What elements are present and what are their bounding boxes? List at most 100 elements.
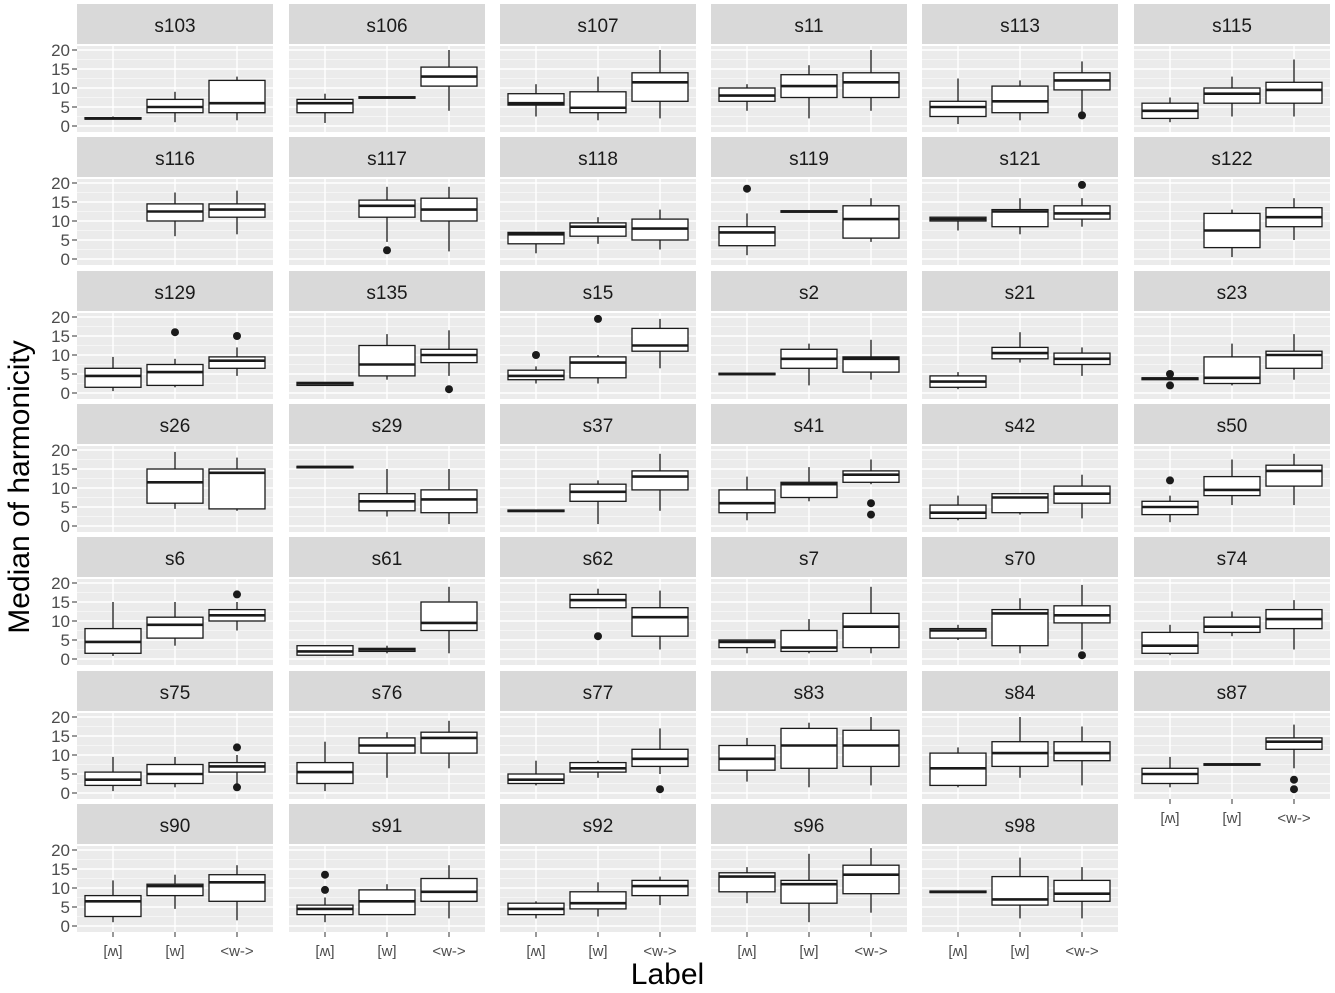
facet-panel-s21: s21: [922, 271, 1118, 399]
boxplot-[w]: [780, 65, 838, 119]
boxplot-[w]: [1203, 76, 1261, 117]
outlier-point: [321, 885, 329, 894]
boxplot-[w]: [1203, 763, 1261, 766]
boxplot-<w->: [1053, 61, 1111, 120]
facet-label: s11: [794, 16, 823, 37]
facet-strip: [711, 404, 907, 444]
boxplot-[ʍ]: [929, 216, 987, 231]
boxplot-[w]: [358, 884, 416, 916]
facet-panel-s42: s42: [922, 404, 1118, 532]
x-tick-label: <w->: [854, 943, 888, 960]
boxplot-[w]: [991, 198, 1049, 235]
y-tick-label: 15: [51, 327, 70, 346]
boxplot-[w]: [146, 756, 204, 788]
boxplot-[ʍ]: [507, 84, 565, 117]
y-tick-label: 20: [51, 708, 70, 727]
outlier-point: [532, 351, 540, 359]
boxplot-<w->: [1265, 600, 1323, 650]
y-tick-label: 10: [51, 479, 70, 498]
facet-label: s92: [583, 816, 614, 837]
facet-strip: [1134, 271, 1330, 311]
facet-panel-s107: s107: [500, 4, 696, 132]
y-tick-label: 20: [51, 841, 70, 860]
facet-strip: [1134, 4, 1330, 44]
boxplot-<w->: [1053, 584, 1111, 660]
facet-label: s61: [372, 549, 403, 570]
facet-label: s76: [372, 683, 403, 704]
y-tick-label: 5: [61, 231, 70, 250]
outlier-point: [171, 328, 179, 337]
boxplot-[ʍ]: [84, 880, 142, 923]
x-tick-label: [ʍ]: [526, 943, 545, 960]
facet-panel-s74: s74: [1134, 537, 1330, 665]
boxplot-<w->: [208, 332, 266, 376]
boxplot-[w]: [358, 96, 416, 99]
outlier-point: [233, 332, 241, 340]
facet-panel-s119: s119: [711, 137, 907, 265]
x-tick-label: [ʍ]: [315, 943, 334, 960]
y-tick-label: 5: [61, 898, 70, 917]
facet-strip: [922, 4, 1118, 44]
boxplot-[w]: [146, 192, 204, 237]
facet-label: s107: [577, 16, 618, 37]
facet-panel-s7: s7: [711, 537, 907, 665]
boxplot-[ʍ]: [718, 867, 776, 904]
facet-strip: [500, 671, 696, 711]
y-tick-label: 20: [51, 174, 70, 193]
boxplot-[w]: [991, 332, 1049, 363]
boxplot-[w]: [991, 598, 1049, 654]
boxplot-[w]: [569, 760, 627, 778]
boxplot-<w->: [1265, 453, 1323, 506]
facet-panel-s113: s113: [922, 4, 1118, 132]
boxplot-[w]: [358, 645, 416, 654]
y-tick-label: 20: [51, 308, 70, 327]
boxplot-[ʍ]: [296, 465, 354, 469]
facet-strip: [922, 804, 1118, 844]
boxplot-<w->: [1265, 198, 1323, 240]
y-tick-label: 10: [51, 746, 70, 765]
facet-label: s135: [366, 283, 407, 304]
boxplot-[ʍ]: [507, 231, 565, 254]
outlier-point: [1166, 381, 1174, 390]
boxplot-[ʍ]: [929, 890, 987, 894]
facet-label: s62: [583, 549, 614, 570]
facet-label: s118: [578, 149, 618, 170]
facet-label: s117: [367, 149, 407, 170]
facet-label: s37: [583, 416, 614, 437]
facet-label: s119: [789, 149, 829, 170]
facet-panel-s135: s135: [289, 271, 485, 399]
facet-label: s23: [1217, 283, 1248, 304]
boxplot-<w->: [420, 330, 478, 394]
y-tick-label: 15: [51, 60, 70, 79]
boxplot-[w]: [146, 328, 204, 388]
boxplot-<w->: [420, 186, 478, 252]
boxplot-[w]: [991, 493, 1049, 515]
boxplot-[w]: [146, 602, 204, 646]
boxplot-[w]: [991, 80, 1049, 121]
facet-label: s6: [165, 549, 185, 570]
boxplot-[w]: [569, 588, 627, 641]
outlier-point: [1290, 775, 1298, 784]
boxplot-<w->: [420, 720, 478, 769]
outlier-point: [321, 870, 329, 879]
x-tick-label: <w->: [432, 943, 466, 960]
facet-label: s87: [1217, 683, 1248, 704]
outlier-point: [233, 783, 241, 792]
boxplot-[ʍ]: [929, 495, 987, 521]
outlier-point: [656, 785, 664, 794]
boxplot-<w->: [208, 76, 266, 121]
outlier-point: [867, 510, 875, 519]
facet-strip: [711, 671, 907, 711]
facet-strip: [289, 271, 485, 311]
boxplot-[w]: [780, 722, 838, 788]
facet-strip: [922, 137, 1118, 177]
facet-label: s2: [799, 283, 819, 304]
facet-panel-s87: s87 [ʍ] [w] <w->: [1134, 671, 1330, 827]
facet-panel-s115: s115: [1134, 4, 1330, 132]
x-tick-label: [w]: [1010, 943, 1029, 960]
boxplot-<w->: [631, 453, 689, 511]
facet-label: s29: [372, 416, 403, 437]
facet-label: s106: [366, 16, 407, 37]
